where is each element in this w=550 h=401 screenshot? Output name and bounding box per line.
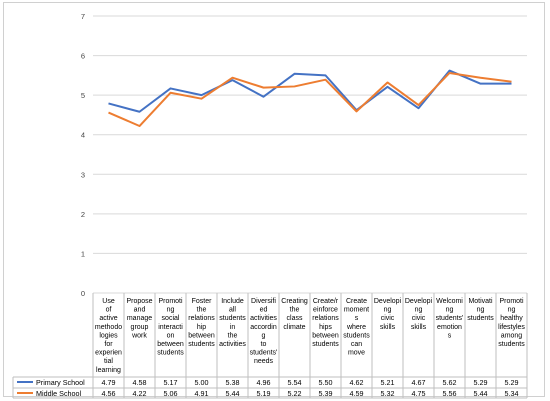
x-category-label: Welcomi ng students' emotion s [436,298,464,339]
data-label: 5.17 [164,378,178,387]
data-label: 5.50 [319,378,333,387]
legend-label: Middle School [36,389,82,398]
x-category-label: Motivati ng students [467,298,494,322]
data-label: 4.75 [412,389,426,398]
data-label: 5.56 [443,389,457,398]
y-tick-label: 0 [81,289,85,298]
y-tick-label: 1 [81,249,85,258]
data-label: 5.19 [257,389,271,398]
data-label: 5.06 [164,389,178,398]
data-label: 5.29 [474,378,488,387]
data-label: 5.62 [443,378,457,387]
y-tick-label: 5 [81,91,85,100]
data-label: 4.62 [350,378,364,387]
x-category-label: Create moment s where students can move [343,298,370,357]
x-category-label: Foster the relations hip between students [188,298,215,348]
data-label: 4.67 [412,378,426,387]
data-label: 5.29 [505,378,519,387]
y-tick-label: 7 [81,12,85,21]
data-label: 4.59 [350,389,364,398]
x-category-label: Propose and manage group work [126,298,152,339]
legend-label: Primary School [36,378,85,387]
data-label: 5.00 [195,378,209,387]
x-category-label: Diversifi ed activities accordin g to students… [250,298,278,365]
y-tick-label: 6 [81,52,85,61]
data-label: 5.38 [226,378,240,387]
x-category-label: Create/r einforce relations hips between stud… [312,298,339,348]
data-label: 5.39 [319,389,333,398]
data-label: 4.22 [133,389,147,398]
x-category-label: Creating the class climate [281,298,308,331]
y-tick-label: 3 [81,170,85,179]
x-category-label: Use of active methodo logies for experien tial l… [95,298,122,374]
data-label: 4.56 [102,389,116,398]
x-category-label: Promoti ng social interacti on between student… [157,298,184,357]
y-tick-label: 2 [81,210,85,219]
series-line-primary-school [108,69,512,113]
x-category-label: Include all students in the activities [219,298,246,348]
data-label: 4.96 [257,378,271,387]
x-category-label: Developi ng civic skills [374,298,402,331]
data-label: 5.34 [505,389,519,398]
data-label: 5.22 [288,389,302,398]
x-category-label: Developi ng civic skills [405,298,433,331]
series-line-middle-school [108,71,512,128]
data-label: 5.54 [288,378,302,387]
data-label: 5.21 [381,378,395,387]
data-label: 4.79 [102,378,116,387]
data-label: 5.32 [381,389,395,398]
data-label: 5.44 [226,389,240,398]
y-tick-label: 4 [81,131,85,140]
x-category-label: Promoti ng healthy lifestyles among students [498,298,525,348]
data-label: 4.91 [195,389,209,398]
data-label: 5.44 [474,389,488,398]
data-label: 4.58 [133,378,147,387]
